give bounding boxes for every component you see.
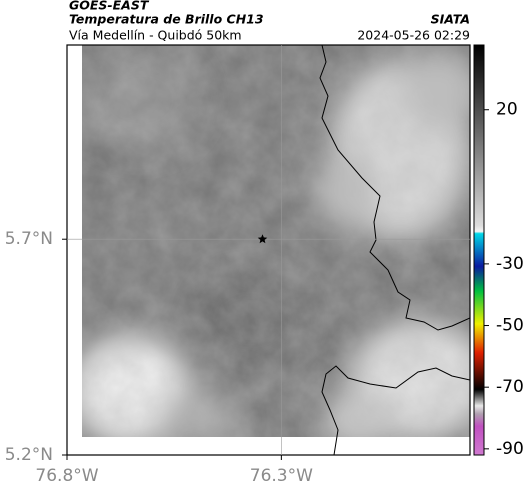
datetime: 2024-05-26 02:29 <box>357 28 470 43</box>
route: Vía Medellín - Quibdó 50km <box>69 28 242 43</box>
subtitle: Temperatura de Brillo CH13 <box>69 12 264 27</box>
colorbar-label: -50 <box>496 316 524 336</box>
y-tick-label: 5.2°N <box>5 445 53 465</box>
source: SIATA <box>431 12 470 27</box>
map-frame <box>66 44 471 456</box>
colorbar-label: -90 <box>496 439 524 459</box>
colorbar-label: -70 <box>496 377 524 397</box>
x-tick-label: 76.3°W <box>250 466 313 486</box>
x-tick-label: 76.8°W <box>35 466 98 486</box>
satellite-image <box>67 45 470 455</box>
colorbar <box>473 44 485 456</box>
y-tick-label: 5.7°N <box>5 229 53 249</box>
colorbar-label: -30 <box>496 254 524 274</box>
colorbar-label: 20 <box>496 100 518 120</box>
title: GOES-EAST <box>69 0 150 13</box>
location-marker <box>257 234 268 244</box>
